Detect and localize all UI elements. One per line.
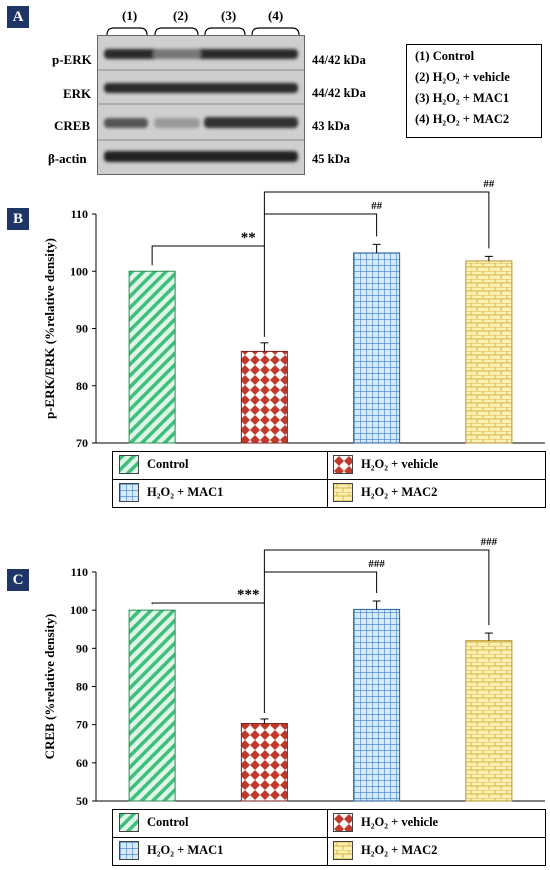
blot-bands bbox=[98, 36, 304, 174]
significance-bracket bbox=[263, 191, 490, 249]
band-size: 44/42 kDa bbox=[312, 86, 366, 100]
y-tick-label: 50 bbox=[76, 794, 88, 808]
chart-p-erk: 70 80 90 100 110 p-ERK/ERK (%relative density… bbox=[42, 178, 545, 450]
significance-bracket bbox=[263, 213, 378, 246]
y-tick-label: 110 bbox=[71, 207, 88, 221]
y-tick-label: 70 bbox=[76, 436, 88, 450]
bar bbox=[353, 252, 401, 444]
lane-label: (2) bbox=[173, 8, 189, 23]
significance-bracket bbox=[151, 245, 265, 337]
y-tick-label: 90 bbox=[76, 641, 88, 655]
chart-creb: 50 60 70 80 90 100 110 CREB (%relative density)… bbox=[42, 536, 545, 808]
legend-label: Control bbox=[147, 815, 189, 829]
panel-label-c: C bbox=[7, 569, 29, 591]
y-tick-label: 110 bbox=[71, 565, 88, 579]
band-label-p-erk: p-ERK bbox=[52, 52, 92, 67]
y-tick-label: 70 bbox=[76, 718, 88, 732]
blot-legend-item: (4) H₂O₂ + MAC2 bbox=[415, 112, 510, 126]
y-tick-label: 80 bbox=[76, 379, 88, 393]
y-axis-label: p-ERK/ERK (%relative density) bbox=[42, 238, 57, 419]
legend-item-control: Control bbox=[119, 455, 188, 474]
band-size: 45 kDa bbox=[312, 152, 350, 166]
legend-item-mac2: H₂O₂ + MAC2 bbox=[333, 841, 437, 860]
significance-bracket bbox=[263, 549, 490, 626]
bar bbox=[128, 270, 176, 444]
lane-brackets bbox=[106, 27, 300, 36]
western-blot-image bbox=[97, 35, 305, 175]
legend-label: H₂O₂ + vehicle bbox=[361, 815, 439, 829]
blot-legend-item: (1) Control bbox=[415, 49, 475, 63]
y-tick-label: 90 bbox=[76, 322, 88, 336]
bar bbox=[465, 640, 513, 802]
band-label-creb: CREB bbox=[54, 118, 91, 133]
legend-label: H₂O₂ + MAC1 bbox=[147, 485, 224, 499]
chart-b-legend: Control H₂O₂ + vehicle H₂O₂ + MAC1 H₂O₂ … bbox=[112, 451, 546, 508]
significance-label: ## bbox=[371, 200, 383, 212]
blot-legend-item: (3) H₂O₂ + MAC1 bbox=[415, 91, 510, 105]
chart-c-legend: Control H₂O₂ + vehicle H₂O₂ + MAC1 H₂O₂ … bbox=[112, 809, 546, 866]
legend-item-mac1: H₂O₂ + MAC1 bbox=[119, 841, 223, 860]
mac1-swatch bbox=[119, 483, 139, 502]
mac1-swatch bbox=[119, 841, 139, 860]
vehicle-swatch bbox=[333, 813, 353, 832]
significance-label: ### bbox=[481, 536, 498, 548]
mac2-swatch bbox=[333, 483, 353, 502]
legend-item-vehicle: H₂O₂ + vehicle bbox=[333, 813, 438, 832]
bar bbox=[128, 609, 176, 802]
panel-label-b: B bbox=[7, 208, 29, 230]
y-tick-label: 80 bbox=[76, 680, 88, 694]
y-tick-label: 100 bbox=[70, 603, 88, 617]
significance-bracket bbox=[263, 571, 378, 603]
bar bbox=[353, 608, 401, 802]
legend-label: H₂O₂ + MAC1 bbox=[147, 843, 224, 857]
y-tick-label: 60 bbox=[76, 756, 88, 770]
legend-label: H₂O₂ + MAC2 bbox=[361, 843, 438, 857]
legend-label: H₂O₂ + MAC2 bbox=[361, 485, 438, 499]
band-label-erk: ERK bbox=[63, 86, 92, 101]
legend-item-mac2: H₂O₂ + MAC2 bbox=[333, 483, 437, 502]
control-swatch bbox=[119, 455, 139, 474]
vehicle-swatch bbox=[333, 455, 353, 474]
legend-item-mac1: H₂O₂ + MAC1 bbox=[119, 483, 223, 502]
band-label-beta-actin: β-actin bbox=[48, 151, 87, 166]
legend-label: Control bbox=[147, 457, 189, 471]
legend-item-control: Control bbox=[119, 813, 188, 832]
panel-label-a: A bbox=[7, 6, 29, 28]
mac2-swatch bbox=[333, 841, 353, 860]
significance-label: ## bbox=[483, 178, 495, 190]
y-tick-label: 100 bbox=[70, 264, 88, 278]
control-swatch bbox=[119, 813, 139, 832]
band-size: 44/42 kDa bbox=[312, 53, 366, 67]
blot-legend: (1) Control (2) H₂O₂ + vehicle (3) H₂O₂ … bbox=[406, 44, 542, 138]
legend-label: H₂O₂ + vehicle bbox=[361, 457, 439, 471]
bar bbox=[240, 723, 288, 802]
y-axis-label: CREB (%relative density) bbox=[42, 614, 57, 760]
significance-label: ### bbox=[368, 558, 385, 570]
significance-label: *** bbox=[237, 587, 260, 603]
bar bbox=[240, 350, 288, 444]
blot-legend-item: (2) H₂O₂ + vehicle bbox=[415, 70, 510, 84]
bar bbox=[465, 260, 513, 444]
lane-label: (1) bbox=[122, 8, 138, 23]
band-size: 43 kDa bbox=[312, 119, 350, 133]
lane-label: (3) bbox=[221, 8, 237, 23]
legend-item-vehicle: H₂O₂ + vehicle bbox=[333, 455, 438, 474]
significance-label: ** bbox=[241, 230, 256, 246]
lane-label: (4) bbox=[268, 8, 284, 23]
significance-bracket bbox=[151, 602, 265, 713]
